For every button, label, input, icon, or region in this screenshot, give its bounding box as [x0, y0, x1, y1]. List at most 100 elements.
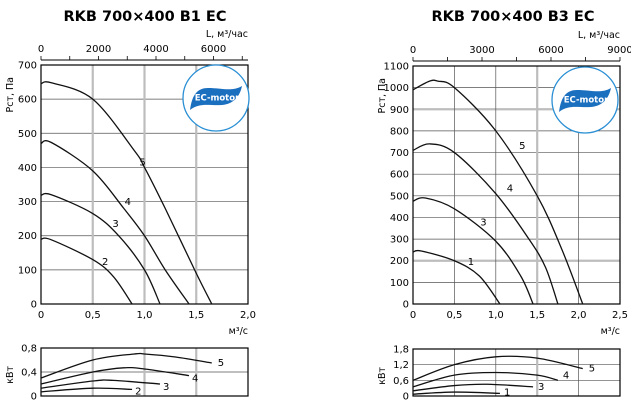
y-tick-label: 500: [390, 191, 409, 202]
x-tick-label: 2,5: [612, 310, 628, 321]
y-tick-label: 200: [18, 231, 37, 242]
top-tick-label: 6000: [201, 44, 226, 55]
curve-label: 5: [139, 157, 145, 168]
curve-label: 4: [125, 197, 131, 208]
power-y-axis-label: кВт: [5, 366, 16, 384]
y-tick-label: 400: [390, 213, 409, 224]
x-tick-label: 0,5: [446, 310, 462, 321]
y-tick-label: 100: [18, 265, 37, 276]
power-y-tick-label: 1,8: [393, 345, 409, 356]
top-tick-label: 6000: [538, 45, 563, 56]
chart-title-b1: RKB 700×400 B1 EC: [64, 9, 227, 25]
x-tick-label: 2,0: [571, 310, 587, 321]
x-tick-label: 2,0: [240, 310, 256, 321]
top-tick-label: 3000: [469, 45, 494, 56]
y-tick-label: 700: [390, 148, 409, 159]
curve-label: 3: [480, 218, 486, 229]
y-tick-label: 100: [390, 278, 409, 289]
top-tick-label: 0: [38, 44, 44, 55]
y-tick-label: 1100: [384, 62, 409, 73]
curve-label: 1: [468, 257, 474, 268]
plot-frame: [412, 65, 621, 305]
y-axis-label: Pст, Па: [377, 78, 388, 114]
power-curve-label: 1: [504, 387, 510, 398]
top-tick-label: 0: [410, 45, 416, 56]
y-tick-label: 0: [403, 300, 409, 311]
leaf-icon: [559, 88, 611, 112]
curve-label: 3: [112, 219, 118, 230]
y-tick-label: 300: [18, 197, 37, 208]
power-curve-3: [40, 379, 161, 389]
top-tick-label: 4000: [143, 44, 168, 55]
curve-label: 2: [102, 257, 108, 268]
power-y-axis-label: кВт: [377, 367, 388, 385]
x-tick-label: 1,0: [137, 310, 153, 321]
power-frame: [40, 347, 249, 397]
y-tick-label: 600: [18, 95, 37, 106]
power-y-tick-label: 1,2: [393, 360, 409, 371]
leaf-icon: [190, 86, 242, 110]
x-axis-label: м³/с: [229, 326, 248, 337]
pressure-curve-1: [412, 249, 501, 305]
power-curve-label: 5: [218, 358, 224, 369]
power-curve-label: 2: [135, 386, 141, 397]
y-tick-label: 900: [390, 105, 409, 116]
power-y-tick-label: 0,6: [393, 376, 409, 387]
pressure-curve-2: [40, 237, 133, 305]
pressure-curve-4: [412, 143, 559, 305]
y-tick-label: 800: [390, 126, 409, 137]
power-curve-label: 3: [163, 382, 169, 393]
power-y-tick-label: 0: [31, 392, 37, 403]
x-tick-label: 0: [38, 310, 44, 321]
y-tick-label: 500: [18, 129, 37, 140]
ec-motor-logo: EC-motor: [182, 64, 250, 132]
power-curve-5: [412, 355, 583, 381]
power-curve-2: [40, 387, 133, 393]
pressure-curve-3: [40, 192, 161, 305]
logo-text: EC-motor: [564, 96, 609, 106]
x-tick-label: 0,5: [85, 310, 101, 321]
y-tick-label: 300: [390, 235, 409, 246]
power-curve-4: [412, 371, 559, 388]
y-tick-label: 700: [18, 61, 37, 72]
power-y-tick-label: 0,4: [21, 368, 37, 379]
curve-label: 4: [507, 183, 513, 194]
power-curve-5: [40, 352, 212, 379]
power-curve-label: 4: [192, 374, 198, 385]
ec-motor-logo: EC-motor: [551, 66, 619, 134]
y-axis-label: Pст, Па: [5, 77, 16, 113]
y-tick-label: 200: [390, 256, 409, 267]
y-tick-label: 1000: [384, 83, 409, 94]
top-tick-label: 2000: [86, 44, 111, 55]
curve-label: 5: [519, 141, 525, 152]
x-tick-label: 1,0: [488, 310, 504, 321]
power-curve-label: 5: [589, 364, 595, 375]
pressure-curve-5: [40, 81, 213, 305]
x-tick-label: 0: [410, 310, 416, 321]
power-curve-label: 3: [538, 382, 544, 393]
pressure-curve-4: [40, 140, 190, 305]
x-axis-label: м³/с: [601, 326, 620, 337]
power-curve-4: [40, 366, 190, 385]
top-axis-label: L, м³/час: [206, 29, 248, 40]
top-tick-label: 9000: [607, 45, 631, 56]
plot-frame: [40, 64, 249, 305]
pressure-curve-5: [412, 79, 584, 305]
y-tick-label: 400: [18, 163, 37, 174]
x-tick-label: 1,5: [188, 310, 204, 321]
power-curve-1: [412, 391, 500, 395]
power-curve-label: 4: [563, 370, 569, 381]
x-tick-label: 1,5: [529, 310, 545, 321]
chart-title-b3: RKB 700×400 B3 EC: [432, 9, 595, 25]
power-y-tick-label: 0: [403, 392, 409, 403]
y-tick-label: 600: [390, 170, 409, 181]
pressure-curve-3: [412, 197, 534, 305]
top-axis-label: L, м³/час: [578, 30, 620, 41]
y-tick-label: 0: [31, 300, 37, 311]
power-frame: [412, 348, 621, 397]
power-curve-3: [412, 383, 534, 392]
power-y-tick-label: 0,8: [21, 344, 37, 355]
